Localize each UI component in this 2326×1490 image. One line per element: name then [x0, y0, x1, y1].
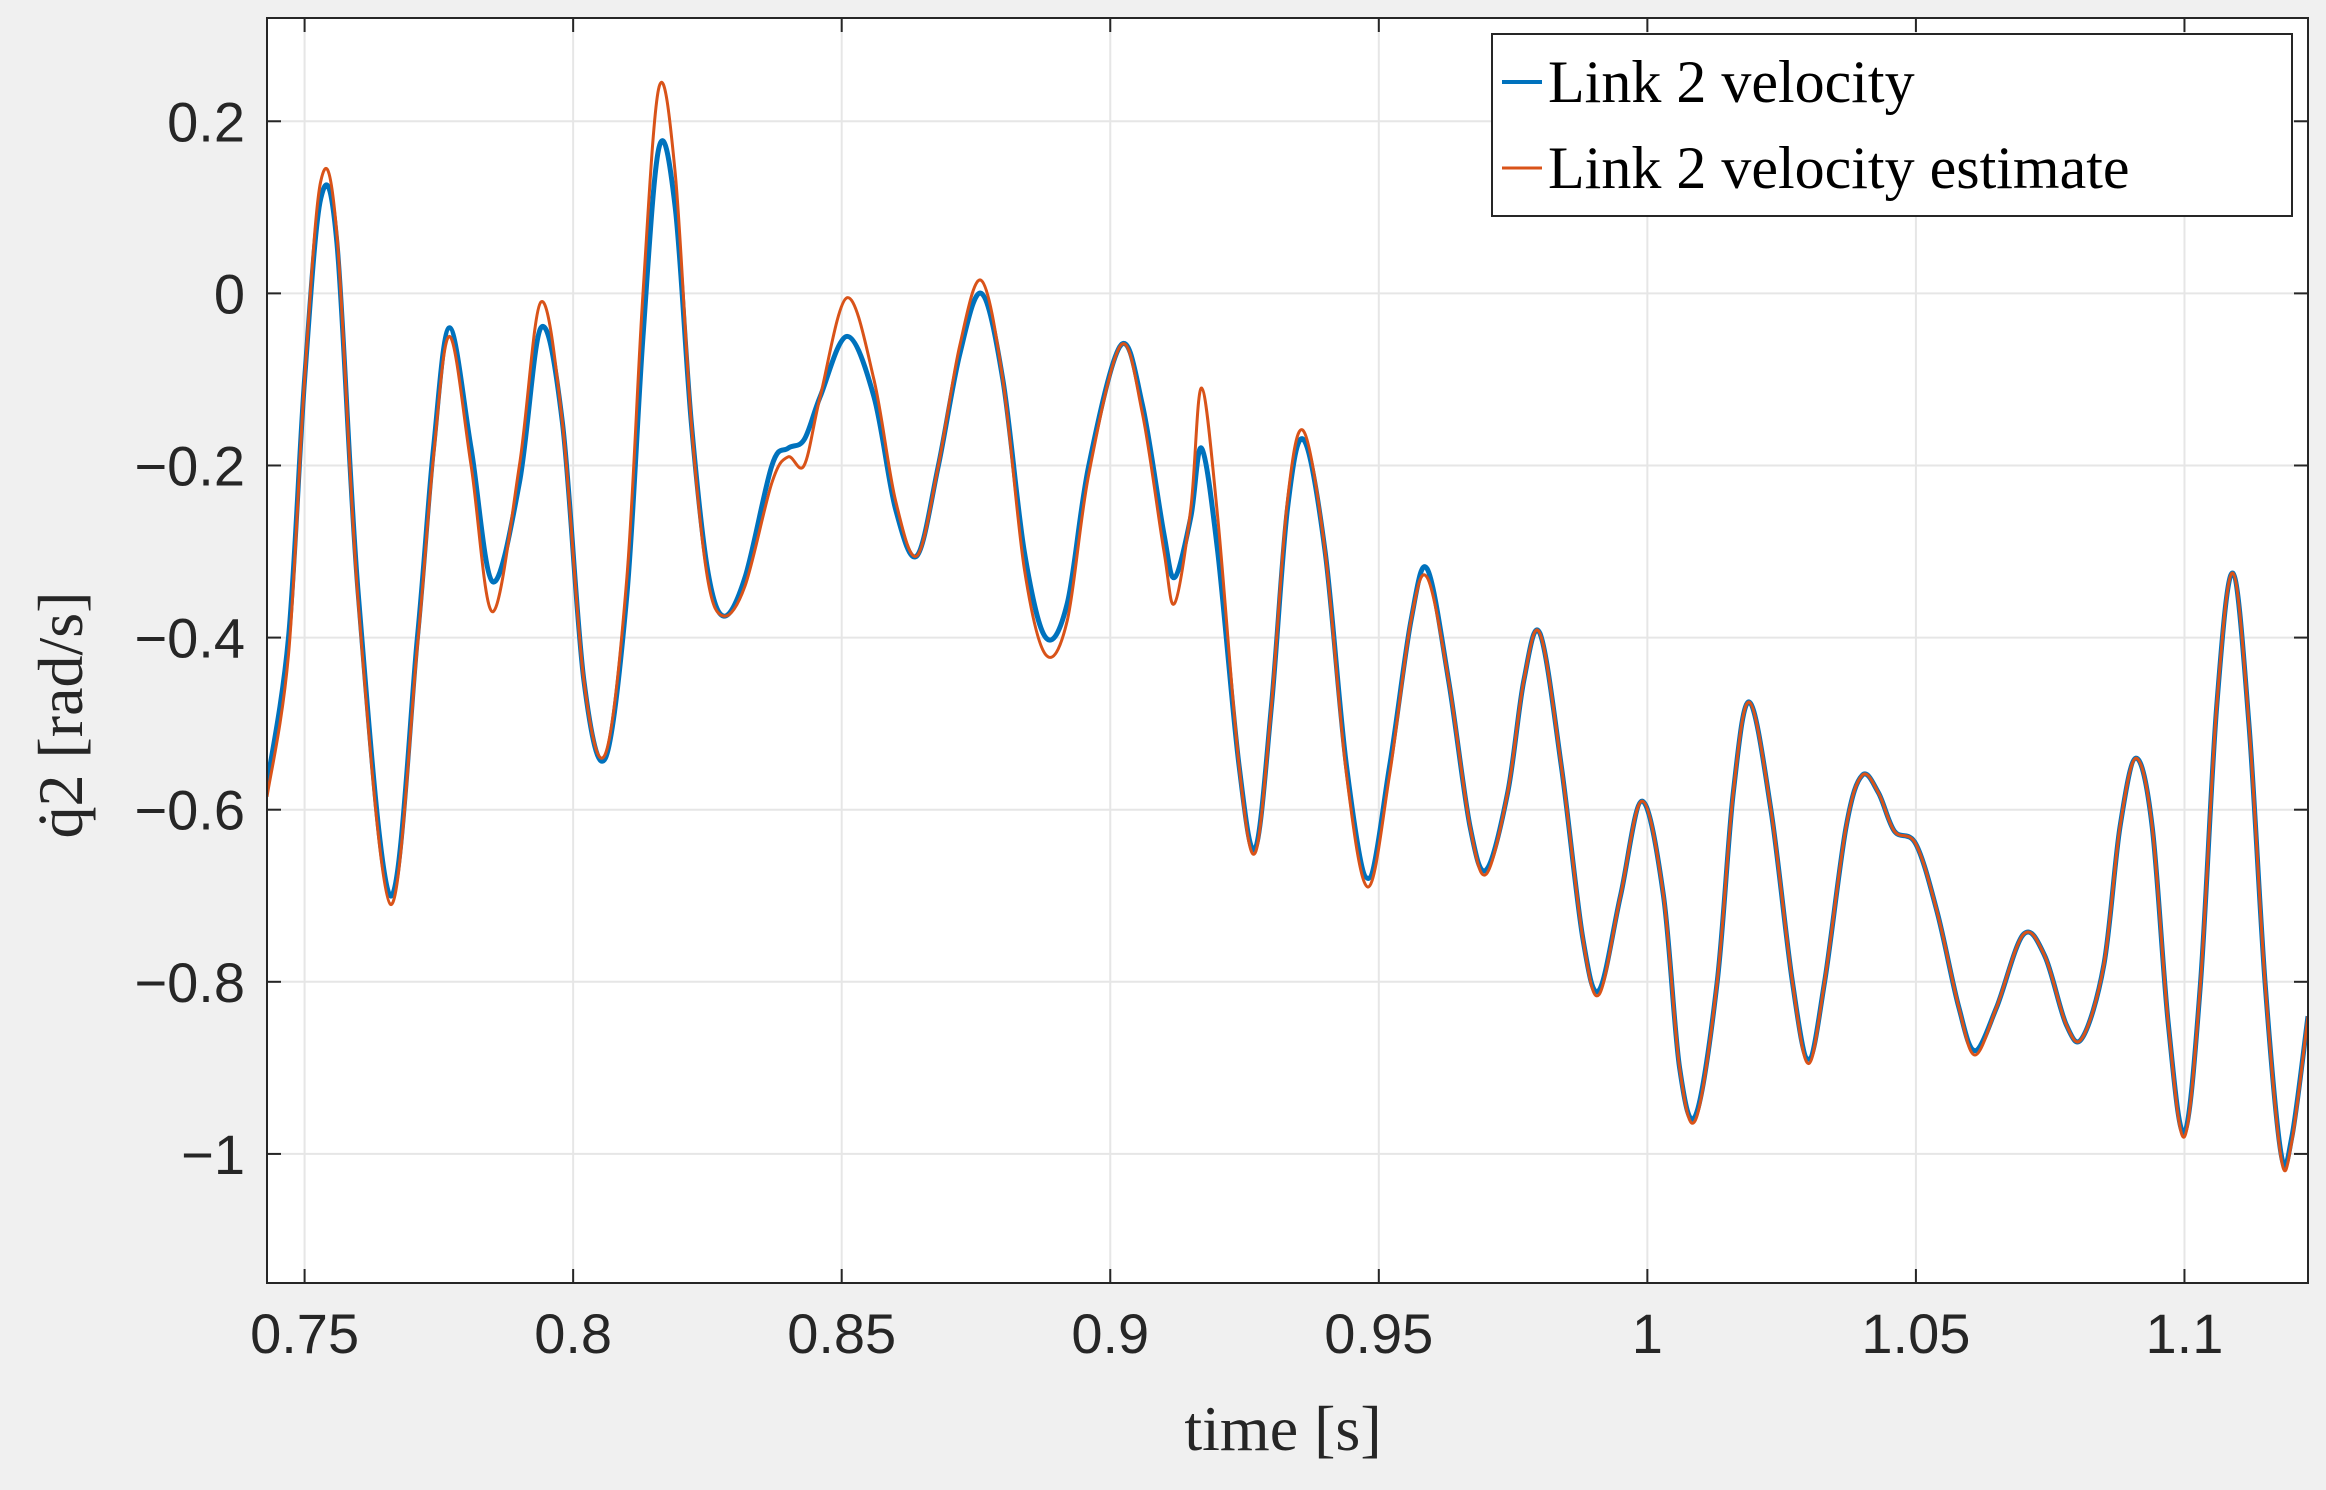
x-tick-label: 0.75 [250, 1302, 359, 1365]
series-line-link-2-velocity-estimate [267, 80, 2308, 1173]
y-tick-label: −0.8 [134, 951, 245, 1014]
x-tick-label: 0.9 [1071, 1302, 1149, 1365]
series-layer [267, 80, 2308, 1173]
x-tick-label: 1.1 [2146, 1302, 2224, 1365]
y-tick-label: −0.2 [134, 434, 245, 497]
y-axis-label: q̇2 [rad/s] [25, 591, 96, 838]
legend-label-link-2-velocity-estimate: Link 2 velocity estimate [1548, 135, 2130, 201]
y-tick-label: 0.2 [167, 90, 245, 153]
legend-label-link-2-velocity: Link 2 velocity [1548, 49, 1915, 115]
y-tick-label: −0.4 [134, 607, 245, 670]
grid-lines [267, 18, 2308, 1283]
legend-box [1491, 33, 2293, 217]
y-tick-label: −1 [181, 1123, 245, 1186]
plot-area [267, 18, 2308, 1283]
y-tick-label: −0.6 [134, 779, 245, 842]
x-tick-label: 1.05 [1861, 1302, 1970, 1365]
x-tick-label: 0.95 [1324, 1302, 1433, 1365]
x-axis-label: time [s] [1184, 1393, 1381, 1464]
legend: Link 2 velocity Link 2 velocity estimate [1491, 33, 2293, 217]
y-tick-labels: 0.2 0 −0.2 −0.4 −0.6 −0.8 −1 [134, 90, 245, 1186]
plot-frame [266, 17, 2309, 1284]
x-tick-label: 0.8 [534, 1302, 612, 1365]
x-tick-labels: 0.75 0.8 0.85 0.9 0.95 1 1.05 1.1 [250, 1302, 2223, 1365]
x-tick-label: 0.85 [787, 1302, 896, 1365]
tick-marks [267, 18, 2308, 1283]
x-tick-label: 1 [1632, 1302, 1663, 1365]
y-tick-label: 0 [214, 262, 245, 325]
